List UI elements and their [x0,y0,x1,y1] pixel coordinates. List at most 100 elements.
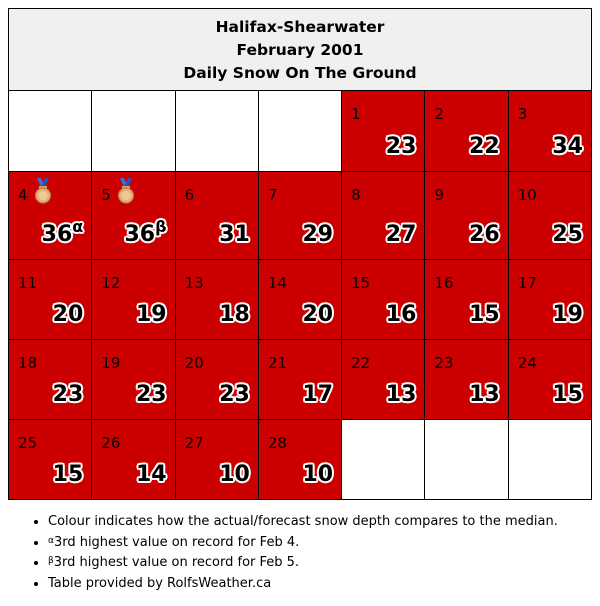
snow-depth-value: 18 [219,302,250,327]
day-number: 1 [351,105,361,123]
snow-depth-number: 36 [124,222,156,247]
empty-day-cell [341,419,426,500]
day-number: 23 [434,354,454,372]
note-item: α3rd highest value on record for Feb 4. [48,533,558,554]
record-marker: β [155,217,167,236]
day-number: 5 [101,186,111,204]
snow-depth-value: 10 [303,462,334,487]
snow-calendar: Halifax-Shearwater February 2001 Daily S… [7,8,593,500]
snow-depth-number: 26 [469,222,500,247]
snow-depth-value: 20 [53,302,84,327]
day-cell: 2 22 [424,90,509,172]
snow-depth-value: 27 [386,222,417,247]
day-number: 13 [184,274,204,292]
snow-depth-number: 23 [135,382,167,407]
snow-depth-number: 13 [469,382,500,407]
note-text: 3rd highest value on record for Feb 4. [53,534,300,550]
metric-title: Daily Snow On The Ground [183,64,417,82]
snow-depth-value: 15 [53,462,84,487]
snow-depth-value: 17 [303,382,334,407]
day-number: 4 [18,186,28,204]
snow-depth-value: 13 [469,382,500,407]
bronze-medal-icon [33,178,53,204]
snow-depth-value: 25 [552,222,583,247]
day-number: 24 [517,354,537,372]
snow-depth-value: 10 [219,462,250,487]
day-cell: 7 29 [257,171,343,260]
note-text: Table provided by RolfsWeather.ca [48,575,272,591]
note-text: 3rd highest value on record for Feb 5. [53,555,300,570]
snow-depth-number: 23 [385,134,417,159]
snow-depth-number: 27 [385,222,417,247]
day-cell: 19 23 [91,339,176,420]
day-cell: 12 19 [91,259,176,340]
snow-depth-value: 22 [469,134,500,159]
calendar-header: Halifax-Shearwater February 2001 Daily S… [8,8,592,91]
day-cell: 8 27 [341,171,426,260]
day-number: 19 [101,354,121,372]
note-marker: β [48,556,54,566]
empty-day-cell [257,90,343,172]
day-number: 10 [517,186,537,204]
snow-depth-value: 23 [386,134,417,159]
snow-depth-number: 31 [219,222,250,247]
day-cell: 23 13 [424,339,509,420]
day-cell: 10 25 [507,171,593,260]
snow-depth-number: 25 [552,222,583,247]
day-number: 26 [101,434,121,452]
snow-depth-number: 16 [385,302,417,327]
day-cell: 27 10 [174,419,259,500]
day-number: 7 [267,186,278,204]
day-cell: 15 16 [341,259,426,340]
day-cell: 5 36β [91,171,176,260]
snow-depth-number: 10 [219,462,250,487]
day-cell: 25 15 [7,419,93,500]
snow-depth-number: 14 [135,462,167,487]
day-cell: 28 10 [257,419,343,500]
day-number: 20 [184,354,204,372]
day-number: 11 [18,274,38,292]
empty-day-cell [507,419,593,500]
day-cell: 22 13 [341,339,426,420]
day-cell: 20 23 [174,339,259,420]
day-number: 14 [267,274,287,292]
station-title: Halifax-Shearwater [215,18,385,36]
note-item: β3rd highest value on record for Feb 5. [48,553,558,574]
snow-depth-number: 15 [469,302,500,327]
day-cell: 13 18 [174,259,259,340]
day-cell: 17 19 [507,259,593,340]
note-item: Colour indicates how the actual/forecast… [48,512,558,533]
snow-depth-value: 34 [552,134,583,159]
day-number: 17 [517,274,537,292]
snow-depth-value: 23 [53,382,84,407]
record-marker: α [72,217,84,236]
snow-depth-number: 15 [552,382,583,407]
snow-depth-number: 29 [302,222,334,247]
snow-depth-number: 23 [52,382,84,407]
snow-depth-number: 19 [135,302,167,327]
day-number: 9 [434,186,444,204]
day-number: 2 [434,105,444,123]
empty-day-cell [424,419,509,500]
day-cell: 1 23 [341,90,426,172]
day-number: 22 [351,354,371,372]
day-cell: 14 20 [257,259,343,340]
snow-depth-value: 19 [552,302,583,327]
snow-depth-number: 15 [52,462,84,487]
snow-depth-number: 20 [52,302,84,327]
snow-depth-number: 20 [302,302,334,327]
day-cell: 9 26 [424,171,509,260]
empty-day-cell [91,90,176,172]
day-number: 15 [351,274,371,292]
snow-depth-value: 31 [219,222,250,247]
snow-depth-number: 34 [552,134,583,159]
snow-depth-value: 23 [219,382,250,407]
day-number: 28 [267,434,287,452]
snow-depth-value: 16 [386,302,417,327]
day-number: 27 [184,434,204,452]
day-number: 6 [184,186,195,204]
day-cell: 3 34 [507,90,593,172]
note-item: Table provided by RolfsWeather.ca [48,574,558,595]
calendar-week: 11 20 12 19 13 18 14 20 15 16 16 15 17 19 [7,259,593,340]
snow-depth-value: 14 [136,462,167,487]
